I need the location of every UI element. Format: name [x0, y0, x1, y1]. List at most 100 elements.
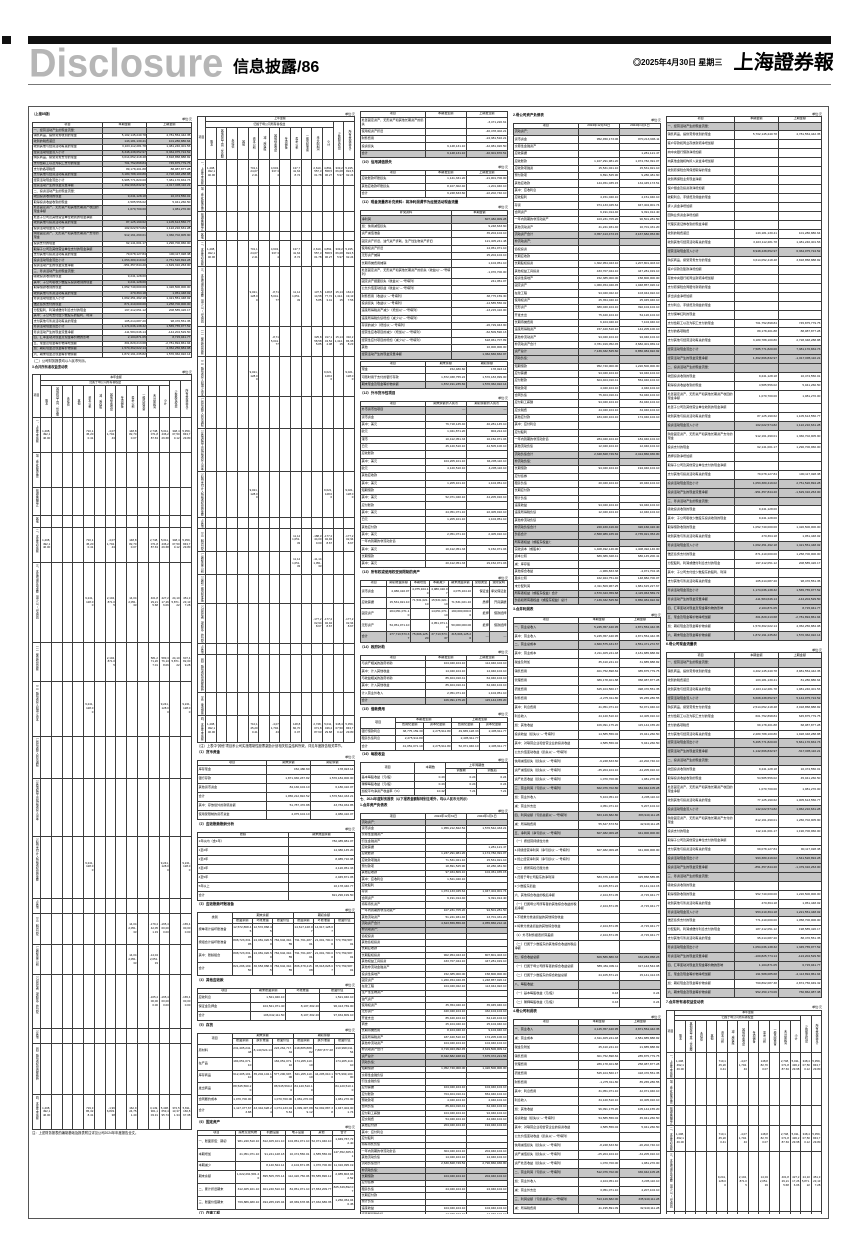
table-cell: 投资损失（收益以“－”号填列）: [360, 299, 453, 309]
table-cell: 9,021,128.00: [322, 470, 334, 518]
table-cell: 451,323,137.28: [810, 1151, 822, 1213]
table-cell: 162,924,751.40: [126, 1094, 139, 1131]
table-cell: 2,405,911.77: [451, 735, 481, 744]
table-row: 收到其他与筹资活动有关的现金 470,364.18 1,051,448.02: [666, 532, 822, 543]
table-row: 日元 1,205,101.10 1,104,051.10: [360, 516, 508, 525]
table-cell: 41,051,071.10: [234, 1148, 261, 1163]
table-row: 所有者权益（或股东权益）：: [513, 538, 661, 547]
col-header: 股本: [674, 1020, 686, 1054]
table-cell: 607,482,009.28: [810, 1211, 822, 1214]
table-row: 2.对所有者（或股东）的分配 -165,400,000.00 -165,400,00…: [32, 974, 192, 1030]
table-cell: 支付其他与筹资活动有关的现金: [32, 318, 103, 325]
table-cell: [146, 268, 192, 275]
table-cell: [300, 715, 313, 743]
table-cell: -1,070,700.00: [451, 266, 508, 279]
table-cell: 资产减值准备: [360, 230, 453, 239]
table-cell: 607,482,009.28: [451, 215, 508, 224]
table-cell: [61, 514, 74, 528]
table-cell: -517,095,110.21: [777, 747, 822, 758]
table-cell: [215, 355, 228, 398]
table-cell: 554,040,104.10: [618, 377, 661, 386]
table-cell: 258,087,877.28: [618, 1060, 661, 1071]
table-cell: 301,752,898.84: [577, 1051, 620, 1062]
table-cell: [300, 355, 313, 398]
unit-label: 单位:元: [498, 650, 508, 655]
table-cell: 分配股利、利润或偿付利息支付的现金: [666, 559, 736, 570]
table-cell: [258, 355, 270, 398]
table-cell: 24,081,020.50: [251, 949, 274, 964]
table-cell: [115, 452, 128, 489]
table-cell: [258, 211, 270, 233]
col-header: 其他综合收益: [737, 1020, 749, 1054]
table-cell: 15,041,260.50: [618, 730, 661, 740]
table-cell: [777, 148, 822, 159]
financial-table: 项目 本期金额 上期金额 一、经营活动产生的现金流量： 销售商品、提供劳务收到的现金 4,…: [666, 652, 822, 999]
table-cell: [50, 974, 63, 1030]
table-cell: 欧元: [360, 464, 426, 474]
table-cell: [226, 654, 238, 694]
table-cell: 其他应收款: [513, 179, 579, 188]
table-cell: 9,241,128.00: [83, 561, 95, 644]
table-cell: 10,701,431.20: [618, 223, 661, 232]
table-cell: 10,000,000.00: [451, 343, 508, 353]
table-cell: [618, 457, 661, 467]
table-cell: 负债和所有者权益（或股东权益）总计: [513, 597, 579, 606]
table-cell: 689,386,328.41: [577, 553, 620, 562]
table-cell: 取得子公司及其他营业单位支付的现金净额: [666, 835, 736, 846]
table-row: 与收益相关的政府补助 85,404,010.41 64,040,104.10: [360, 674, 508, 684]
table-row: 一、营业收入 4,145,357,440.95 3,871,554,442.35: [513, 1024, 661, 1035]
table-row: 经营性应收项目的减少（增加以“－”号填列） -62,509,590.13: [360, 329, 508, 338]
table-cell: 35,204,104.10: [251, 1069, 274, 1084]
table-cell: 427,217,266.06: [158, 561, 171, 644]
table-row: 购建固定资产、无形资产和其他长期资产支付的现金 812,161,290.01 1,2…: [666, 814, 822, 828]
table-row: （三）利润分配 11,141,051.33 -188,344,000.00 -177,…: [197, 528, 355, 553]
table-cell: 5年以上: [197, 881, 290, 892]
table-cell: 71,531,021.10: [448, 596, 473, 610]
table-cell: 日元: [360, 516, 426, 525]
table-cell: [93, 487, 106, 516]
table-cell: 2,104,871.05: [577, 930, 620, 941]
table-cell: [115, 642, 128, 683]
table-cell: [777, 282, 822, 293]
table-cell: 吸收投资收到的现金: [32, 273, 103, 281]
table-cell: 40,281,145.10: [465, 420, 508, 430]
table-row: 处置固定资产、无形资产和其他长期资产的损失（收益以“－”号填列） -1,070,7…: [360, 266, 508, 279]
table-row: 固定资产 204,051,071.10 14,051,071.10 190,000,0…: [360, 608, 508, 621]
table-cell: 14,617,128.07: [292, 923, 315, 938]
table-cell: （二）归属于少数股东的综合收益总额: [513, 970, 579, 981]
table-cell: 无形资产: [360, 619, 388, 632]
table-cell: [734, 139, 779, 150]
table-cell: 35,410,241.10: [577, 658, 620, 669]
table-cell: 1,360,702,905.90: [146, 231, 192, 242]
item-header: 项目: [666, 1009, 675, 1054]
table-cell: 5,011,436,229.68: [158, 417, 171, 454]
table-row: 吸收投资收到的现金 9,241,128.00: [32, 273, 192, 281]
col-header: 未分配利润: [779, 1020, 791, 1054]
table-row: 分配股利、利润或偿付利息支付的现金 197,412,051.12 208,585,4…: [32, 307, 192, 314]
table-cell: [147, 487, 160, 516]
table-cell: [236, 266, 249, 328]
table-cell: 0.24: [618, 988, 661, 999]
table-cell: 20,040,104.10: [577, 479, 620, 489]
table-cell: [332, 654, 345, 694]
table-cell: 14,051,071.10: [429, 608, 450, 621]
table-cell: [777, 460, 822, 471]
table-cell: 经营活动现金流入小计: [666, 246, 736, 257]
table-cell: 148,882,700.07: [290, 715, 302, 743]
table-cell: 投资活动现金流入小计: [666, 420, 736, 431]
table-row: 应收账款: [360, 450, 508, 459]
table-cell: 148,882,700.07: [618, 575, 661, 584]
table-cell: 4,570,343,359.68: [577, 589, 620, 599]
table-cell: 负债合计: [513, 531, 579, 540]
unit-label: 单位:元: [651, 612, 661, 617]
table-row: 经营活动产生的现金流量净额 1,362,666,832.97 -1,017,095,…: [666, 354, 822, 365]
table-cell: [726, 1211, 738, 1214]
table-row: 使用权资产折旧 -40,478,402.21: [360, 127, 508, 137]
table-cell: [705, 1052, 717, 1080]
table-cell: [311, 643, 324, 656]
table-cell: 货币资金: [513, 135, 579, 144]
table-cell: 612,405,101.10: [231, 1069, 253, 1084]
table-cell: 5,104,051.10: [577, 792, 620, 803]
table-cell: 五、净利润（净亏损以“－”号填列）: [513, 828, 579, 839]
table-row: 其他综合收益 -1,966,833.38 -4,071,704.43: [513, 567, 661, 577]
